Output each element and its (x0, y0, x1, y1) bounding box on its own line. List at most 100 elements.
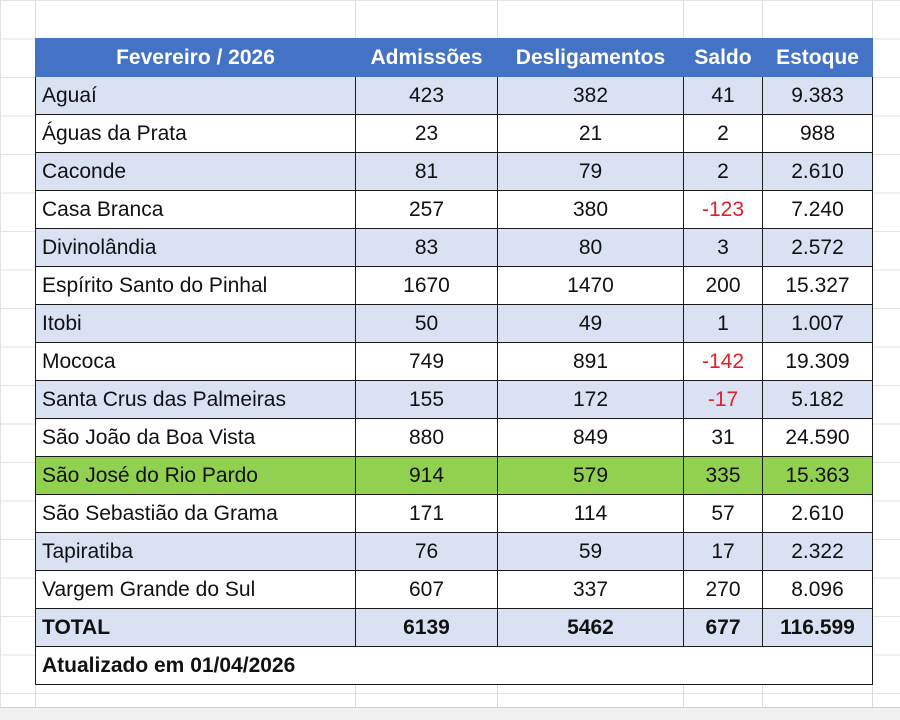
table-row: Caconde 81 79 2 2.610 (35, 152, 873, 191)
row-label: Aguaí (35, 76, 356, 115)
cell: 31 (683, 418, 763, 457)
row-label: Tapiratiba (35, 532, 356, 571)
row-label: São Sebastião da Grama (35, 494, 356, 533)
table-row: Espírito Santo do Pinhal 1670 1470 200 15.32… (35, 266, 873, 305)
table-row: Santa Crus das Palmeiras 155 172 -17 5.182 (35, 380, 873, 419)
table-row: São Sebastião da Grama 171 114 57 2.610 (35, 494, 873, 533)
cell: 607 (355, 570, 498, 609)
row-label: Vargem Grande do Sul (35, 570, 356, 609)
data-table: Fevereiro / 2026 Admissões Desligamentos Sa… (35, 38, 873, 685)
cell: 59 (497, 532, 684, 571)
row-label: São José do Rio Pardo (35, 456, 356, 495)
cell: 114 (497, 494, 684, 533)
cell: 5462 (497, 608, 684, 647)
cell: 749 (355, 342, 498, 381)
cell: 21 (497, 114, 684, 153)
cell: 2.610 (762, 494, 873, 533)
table-row: Divinolândia 83 80 3 2.572 (35, 228, 873, 267)
cell: 49 (497, 304, 684, 343)
cell: 2 (683, 114, 763, 153)
cell: 914 (355, 456, 498, 495)
footer-note: Atualizado em 01/04/2026 (35, 646, 873, 685)
cell: 423 (355, 76, 498, 115)
header-row: Fevereiro / 2026 Admissões Desligamentos Sa… (35, 38, 873, 77)
scroll-bar (0, 707, 900, 720)
total-row: TOTAL 6139 5462 677 116.599 (35, 608, 873, 647)
cell: 2 (683, 152, 763, 191)
cell: 17 (683, 532, 763, 571)
cell: 200 (683, 266, 763, 305)
cell: 337 (497, 570, 684, 609)
cell: 3 (683, 228, 763, 267)
cell: 171 (355, 494, 498, 533)
cell: 1.007 (762, 304, 873, 343)
cell: 1670 (355, 266, 498, 305)
cell: -17 (683, 380, 763, 419)
cell: 79 (497, 152, 684, 191)
cell: 155 (355, 380, 498, 419)
cell: 83 (355, 228, 498, 267)
cell: 2.610 (762, 152, 873, 191)
row-label: Itobi (35, 304, 356, 343)
table-row: São José do Rio Pardo 914 579 335 15.363 (35, 456, 873, 495)
table-row: Mococa 749 891 -142 19.309 (35, 342, 873, 381)
cell: -123 (683, 190, 763, 229)
row-label: São João da Boa Vista (35, 418, 356, 457)
cell: 6139 (355, 608, 498, 647)
cell: 380 (497, 190, 684, 229)
cell: 116.599 (762, 608, 873, 647)
cell: 270 (683, 570, 763, 609)
table-row: Tapiratiba 76 59 17 2.322 (35, 532, 873, 571)
cell: 880 (355, 418, 498, 457)
table-row: Casa Branca 257 380 -123 7.240 (35, 190, 873, 229)
cell: 382 (497, 76, 684, 115)
row-label: Casa Branca (35, 190, 356, 229)
cell: 335 (683, 456, 763, 495)
cell: 23 (355, 114, 498, 153)
cell: 988 (762, 114, 873, 153)
table-row: Itobi 50 49 1 1.007 (35, 304, 873, 343)
row-label: Águas da Prata (35, 114, 356, 153)
cell: 15.363 (762, 456, 873, 495)
table-row: Vargem Grande do Sul 607 337 270 8.096 (35, 570, 873, 609)
row-label: Caconde (35, 152, 356, 191)
cell: 15.327 (762, 266, 873, 305)
cell: 5.182 (762, 380, 873, 419)
row-label: Espírito Santo do Pinhal (35, 266, 356, 305)
cell: 19.309 (762, 342, 873, 381)
cell: 257 (355, 190, 498, 229)
table-row: Águas da Prata 23 21 2 988 (35, 114, 873, 153)
row-label: Mococa (35, 342, 356, 381)
cell: -142 (683, 342, 763, 381)
column-header: Saldo (683, 38, 763, 77)
cell: 76 (355, 532, 498, 571)
cell: 579 (497, 456, 684, 495)
cell: 1470 (497, 266, 684, 305)
cell: 849 (497, 418, 684, 457)
column-header: Estoque (762, 38, 873, 77)
cell: 24.590 (762, 418, 873, 457)
table-row: São João da Boa Vista 880 849 31 24.590 (35, 418, 873, 457)
cell: 2.322 (762, 532, 873, 571)
cell: 8.096 (762, 570, 873, 609)
cell: 7.240 (762, 190, 873, 229)
column-header: Desligamentos (497, 38, 684, 77)
cell: 9.383 (762, 76, 873, 115)
cell: 677 (683, 608, 763, 647)
cell: 81 (355, 152, 498, 191)
cell: 80 (497, 228, 684, 267)
row-label: TOTAL (35, 608, 356, 647)
row-label: Santa Crus das Palmeiras (35, 380, 356, 419)
cell: 50 (355, 304, 498, 343)
footer-row: Atualizado em 01/04/2026 (35, 646, 873, 685)
cell: 1 (683, 304, 763, 343)
cell: 172 (497, 380, 684, 419)
row-label: Divinolândia (35, 228, 356, 267)
column-header: Admissões (355, 38, 498, 77)
cell: 41 (683, 76, 763, 115)
cell: 57 (683, 494, 763, 533)
table-row: Aguaí 423 382 41 9.383 (35, 76, 873, 115)
cell: 2.572 (762, 228, 873, 267)
column-header: Fevereiro / 2026 (35, 38, 356, 77)
